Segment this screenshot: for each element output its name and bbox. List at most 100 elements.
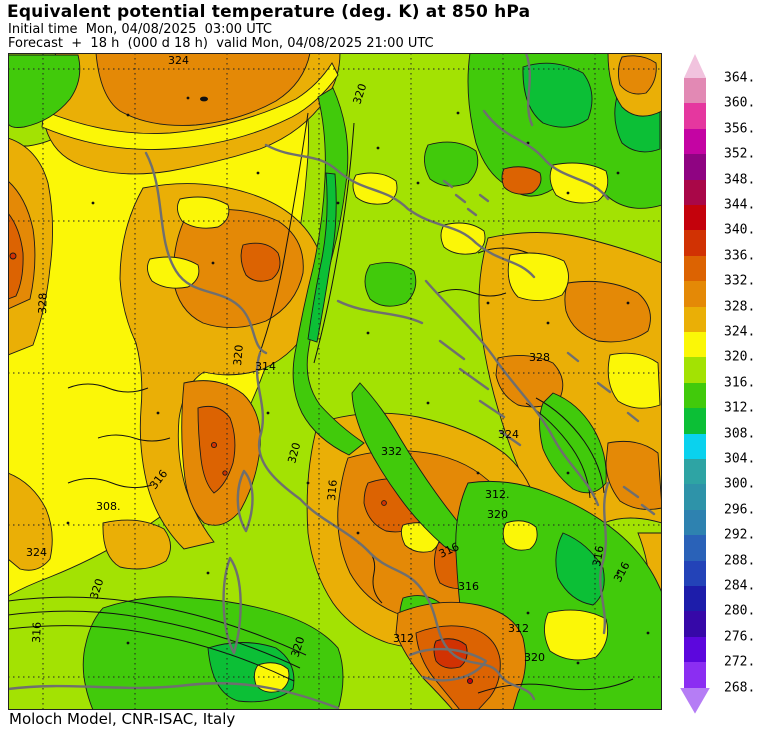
field-orange-nw (95, 53, 311, 126)
field-darkorange-center (240, 242, 281, 282)
colorbar-tick-label: 304. (724, 451, 756, 467)
colorbar-band (684, 357, 706, 384)
graticule-lines (8, 53, 662, 710)
field-yellow-hole (147, 256, 200, 289)
contour-label: 308. (96, 500, 121, 513)
field-orange-e3 (605, 440, 662, 510)
colorbar-tick-label: 288. (724, 553, 756, 569)
field-yellow-hole (177, 196, 230, 229)
map-canvas: 324 320 314 320 328 320 308. 316 324 320 332 324 312… (8, 53, 662, 710)
colorbar-tick-label: 332. (724, 273, 756, 289)
contour-label: 312. (485, 488, 510, 501)
field-red-speck (466, 677, 474, 685)
colorbar-band (684, 154, 706, 181)
contour-label: 312 (393, 632, 414, 645)
field-yellow-hole (440, 222, 486, 255)
theta-e-map: 324 320 314 320 328 320 308. 316 324 320 332 324 312… (8, 53, 662, 710)
geography-borders (8, 53, 656, 710)
colorbar-tick-label: 316. (724, 375, 756, 391)
contour-label: 332 (381, 445, 402, 458)
colorbar-legend: 364. 360. 356. 352. 348. 344. 340. 336. 332. 328.… (680, 54, 760, 714)
field-yellow-hole (507, 252, 569, 301)
colorbar-band (684, 560, 706, 587)
colorbar-band (684, 586, 706, 612)
field-amber-sw2 (102, 519, 171, 570)
contour-label: 328 (36, 293, 50, 314)
field-red-speck (9, 252, 17, 260)
colorbar-band (684, 128, 706, 155)
field-yellow-hole (502, 520, 538, 551)
field-green-patch (364, 262, 417, 307)
colorbar-band (684, 103, 706, 130)
colorbar-tick-label: 320. (724, 349, 756, 365)
field-orange-e1 (564, 280, 651, 343)
contour-label: 324 (168, 54, 189, 67)
contour-label: 320 (524, 651, 545, 664)
colorbar-band (684, 459, 706, 485)
colorbar-tick-label: 352. (724, 146, 756, 162)
contour-labels: 324 320 314 320 328 320 308. 316 324 320 332 324 312… (26, 54, 633, 664)
colorbar-tick-label: 344. (724, 197, 756, 213)
initial-time-line: Initial time Mon, 04/08/2025 03:00 UTC (8, 22, 272, 37)
field-deepgreen-alps (307, 172, 337, 343)
colorbar-band (684, 433, 706, 460)
field-green-nw-corner (8, 54, 81, 128)
colorbar-band (684, 179, 706, 206)
contour-label: 324 (26, 546, 47, 559)
contour-label: 316 (458, 580, 479, 593)
colorbar-band (684, 611, 706, 638)
colorbar-arrow-down (680, 687, 710, 714)
contour-label: 324 (498, 428, 519, 441)
colorbar-arrow-up (684, 54, 706, 78)
colorbar-band (684, 484, 706, 511)
colorbar-tick-label: 328. (724, 299, 756, 315)
colorbar-tick-label: 280. (724, 603, 756, 619)
contour-label: 314 (255, 360, 276, 373)
colorbar-band (684, 636, 706, 663)
field-yellow-hole (607, 352, 661, 409)
contour-label: 320 (288, 635, 307, 659)
forecast-line: Forecast + 18 h (000 d 18 h) valid Mon, … (8, 36, 434, 51)
colorbar-band (684, 205, 706, 231)
field-darkorange-ne (501, 166, 542, 195)
contour-label: 316 (30, 622, 44, 643)
colorbar-band (684, 230, 706, 257)
colorbar-band (684, 332, 706, 358)
field-yellow-hole (549, 162, 609, 204)
colorbar-tick-label: 272. (724, 654, 756, 670)
contour-label: 320 (350, 82, 369, 106)
field-green-patch (424, 141, 479, 187)
colorbar-band (684, 382, 706, 409)
colorbar-tick-label: 364. (724, 70, 756, 86)
colorbar-tick-label: 360. (724, 95, 756, 111)
field-deepgreen-se (555, 532, 605, 606)
colorbar-band (684, 78, 706, 104)
colorbar-tick-label: 340. (724, 222, 756, 238)
colorbar-band (684, 535, 706, 562)
colorbar-tick-label: 300. (724, 476, 756, 492)
field-orange-ne-corner (617, 55, 657, 95)
field-green-alps (292, 87, 365, 456)
colorbar-band (684, 662, 706, 689)
colorbar-tick-label: 312. (724, 400, 756, 416)
contour-label: 316 (325, 479, 340, 501)
field-red-speck (210, 441, 218, 449)
colorbar-tick-label: 296. (724, 502, 756, 518)
colorbar-tick-label: 308. (724, 426, 756, 442)
contour-label: 320 (487, 508, 508, 521)
colorbar-band (684, 306, 706, 333)
field-amber-sw (8, 472, 53, 571)
colorbar-tick-label: 324. (724, 324, 756, 340)
contour-label: 312 (508, 622, 529, 635)
model-credit: Moloch Model, CNR-ISAC, Italy (9, 710, 236, 728)
contour-label: 328 (529, 351, 550, 364)
colorbar-band (684, 408, 706, 435)
field-red-speck (381, 500, 387, 506)
colorbar-tick-label: 336. (724, 248, 756, 264)
colorbar-tick-label: 292. (724, 527, 756, 543)
colorbar-band (684, 281, 706, 308)
contour-lines (8, 112, 634, 694)
map-frame (8, 53, 662, 710)
field-yellow-ribbon (41, 62, 339, 150)
